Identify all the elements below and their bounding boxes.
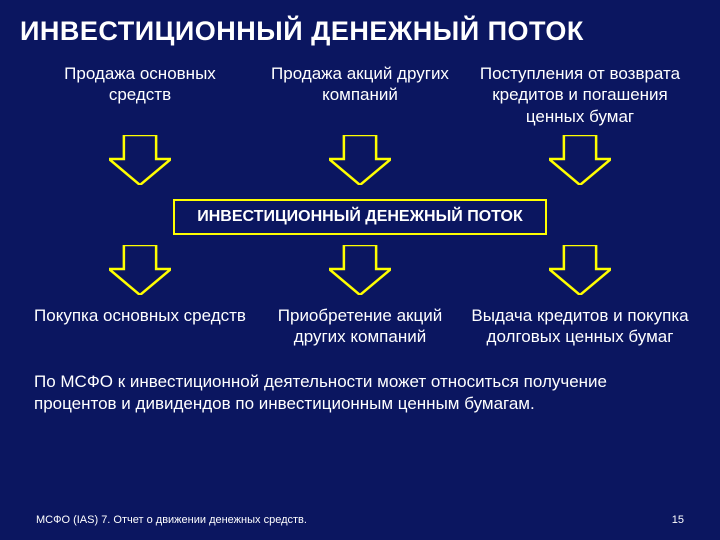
arrow-down-3 [31, 245, 249, 295]
arrow-down-1 [251, 135, 469, 185]
top-label-1: Продажа акций других компаний [251, 63, 469, 106]
top-arrows-row [0, 135, 720, 185]
note-text: По МСФО к инвестиционной деятельности мо… [0, 371, 720, 415]
arrow-down-5 [471, 245, 689, 295]
arrow-down-icon [329, 135, 391, 185]
arrow-down-icon [109, 135, 171, 185]
bottom-label-1: Приобретение акций других компаний [251, 305, 469, 348]
footer-left: МСФО (IAS) 7. Отчет о движении денежных … [36, 514, 307, 526]
arrow-down-icon [329, 245, 391, 295]
bottom-label-0: Покупка основных средств [31, 305, 249, 326]
footer-right: 15 [672, 514, 684, 526]
arrow-down-2 [471, 135, 689, 185]
bottom-labels-row: Покупка основных средств Приобретение ак… [0, 305, 720, 348]
arrow-down-icon [549, 135, 611, 185]
slide: ИНВЕСТИЦИОННЫЙ ДЕНЕЖНЫЙ ПОТОК Продажа ос… [0, 0, 720, 540]
footer: МСФО (IAS) 7. Отчет о движении денежных … [36, 514, 684, 526]
center-box: ИНВЕСТИЦИОННЫЙ ДЕНЕЖНЫЙ ПОТОК [173, 199, 547, 235]
center-box-wrap: ИНВЕСТИЦИОННЫЙ ДЕНЕЖНЫЙ ПОТОК [0, 199, 720, 235]
bottom-arrows-row [0, 245, 720, 295]
top-labels-row: Продажа основных средств Продажа акций д… [0, 63, 720, 127]
bottom-label-2: Выдача кредитов и покупка долговых ценны… [471, 305, 689, 348]
arrow-down-icon [549, 245, 611, 295]
top-label-0: Продажа основных средств [31, 63, 249, 106]
top-label-2: Поступления от возврата кредитов и погаш… [471, 63, 689, 127]
arrow-down-4 [251, 245, 469, 295]
arrow-down-0 [31, 135, 249, 185]
slide-title: ИНВЕСТИЦИОННЫЙ ДЕНЕЖНЫЙ ПОТОК [0, 0, 720, 57]
arrow-down-icon [109, 245, 171, 295]
